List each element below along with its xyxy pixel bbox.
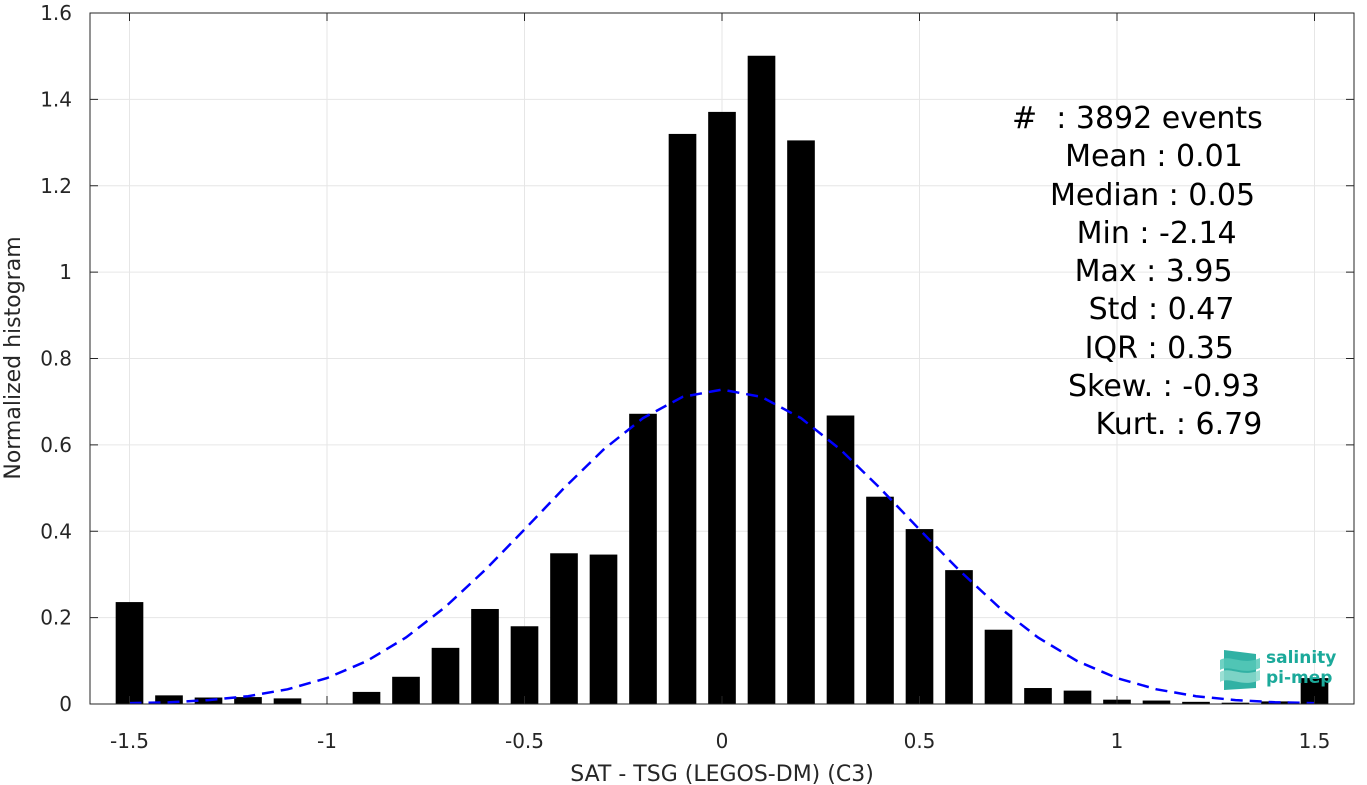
x-tick-label: -1 [317,729,337,753]
salinity-pi-mep-logo: salinity pi-mep [1216,646,1346,694]
histogram-bar [1024,688,1052,704]
x-axis-label: SAT - TSG (LEGOS-DM) (C3) [570,762,874,785]
histogram-bar [115,602,144,704]
x-tick-label: -0.5 [505,729,544,753]
histogram-bar [550,553,578,704]
histogram-bar [273,698,302,704]
histogram-bar [905,529,934,704]
histogram-bar [747,55,776,705]
logo-line-2: pi-mep [1266,668,1333,688]
histogram-bar [708,111,736,705]
stat-events: # : 3892 events [1012,101,1263,136]
stat-std: Std : 0.47 [1060,292,1235,328]
normal-fit-curve [129,388,1315,705]
stat-max: Max : 3.95 [1046,254,1233,290]
x-tick-label: 1 [1111,729,1124,753]
histogram-bar [1063,690,1092,704]
stat-kurt: Kurt. : 6.79 [1086,407,1263,443]
stat-min: Min : -2.14 [1048,215,1237,251]
logo-line-1: salinity [1266,648,1337,668]
histogram-bar [589,554,618,704]
y-tick-labels: 0 0.2 0.4 0.6 0.8 1 1.2 1.4 1.6 [40,1,72,716]
x-tick-label: -1.5 [110,729,149,753]
histogram-bar [155,695,183,704]
histogram-bar [668,133,697,705]
axis-ticks [90,12,1354,705]
x-tick-labels: -1.5 -1 -0.5 0 0.5 1 1.5 [110,729,1330,753]
histogram-bar [629,413,657,704]
y-tick-label: 0.8 [40,347,72,371]
histogram-bar [1142,700,1171,704]
histogram-bar [234,697,262,704]
stat-iqr: IQR : 0.35 [1056,330,1234,366]
logo-text: salinity pi-mep [1266,648,1336,688]
y-axis-label: Normalized histogram [1,236,26,479]
x-tick-label: 1.5 [1299,729,1331,753]
x-tick-label: 0.5 [904,729,936,753]
histogram-bar [866,496,894,704]
stat-median: Median : 0.05 [1050,177,1256,213]
y-tick-label: 0.6 [40,433,72,457]
logo-emblem-icon [1220,650,1260,690]
y-tick-label: 1 [59,260,72,284]
histogram-bar [352,691,381,704]
stat-mean: Mean : 0.01 [1046,139,1243,175]
statistics-box: # : 3892 events Mean : 0.01 Median : 0.0… [960,100,1290,445]
y-tick-label: 1.4 [40,87,72,111]
histogram-bar [1221,702,1250,704]
y-tick-label: 0.4 [40,519,72,543]
histogram-bars [115,55,1329,705]
histogram-bar [431,647,460,704]
histogram-bar [392,676,420,704]
y-tick-label: 1.2 [40,174,72,198]
x-tick-label: 0 [716,729,729,753]
histogram-bar [1182,701,1210,704]
y-tick-label: 1.6 [40,1,72,25]
histogram-bar [510,626,539,704]
stat-skew: Skew. : -0.93 [1068,369,1260,405]
histogram-bar [826,415,855,704]
histogram-bar [984,629,1013,704]
histogram-bar [787,140,815,704]
histogram-bar [945,570,973,704]
histogram-bar [471,608,499,704]
y-tick-label: 0.2 [40,606,72,630]
y-tick-label: 0 [59,692,72,716]
